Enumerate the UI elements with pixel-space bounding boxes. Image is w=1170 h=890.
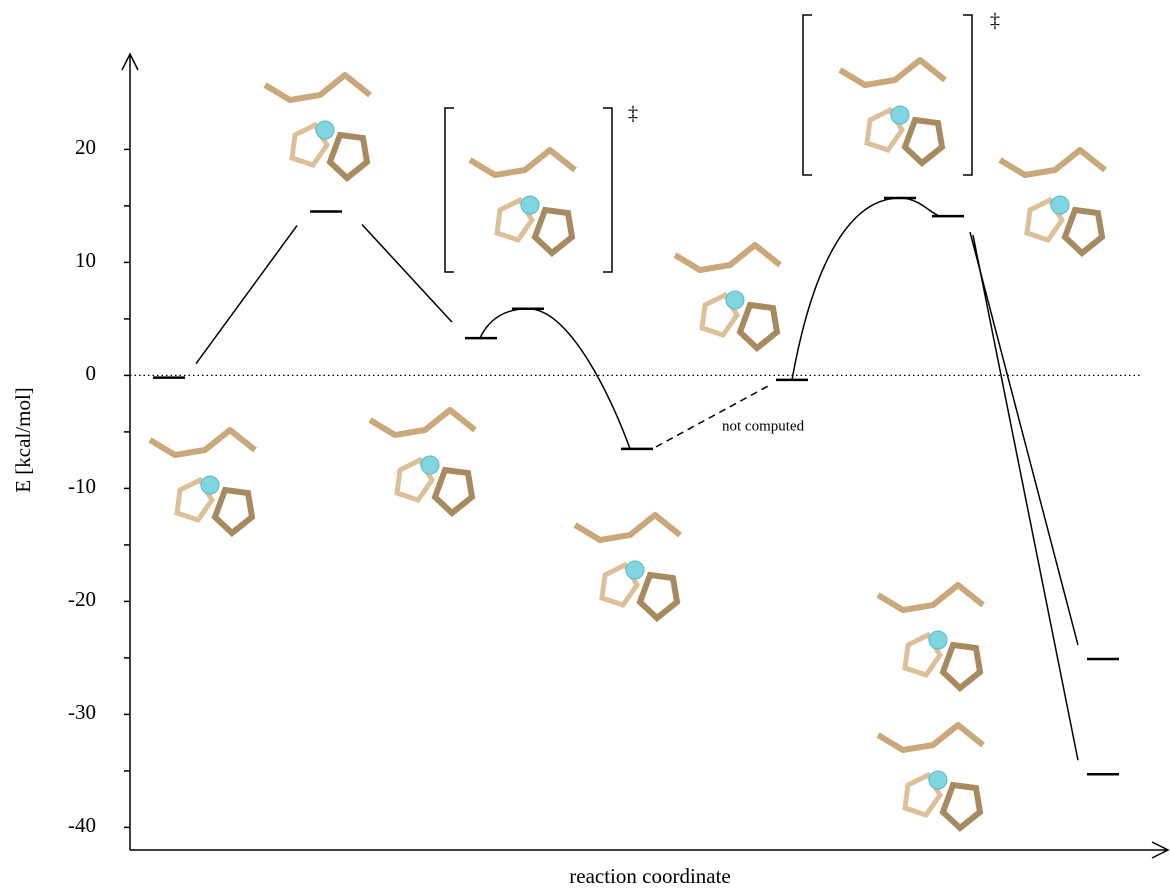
metal-atom <box>929 631 947 649</box>
molecule-ring <box>943 645 980 688</box>
y-tick-label: -20 <box>68 587 96 611</box>
metal-atom <box>929 771 947 789</box>
bracket <box>803 15 812 175</box>
axes <box>122 15 1168 858</box>
molecule-ring <box>943 785 980 828</box>
y-tick-label: -40 <box>68 813 96 837</box>
y-tick-label: 10 <box>75 248 96 272</box>
molecule <box>675 245 780 348</box>
connector <box>973 235 1078 760</box>
molecule <box>878 725 983 828</box>
y-tick-label: 20 <box>75 135 96 159</box>
molecule-chain <box>370 410 475 435</box>
metal-atom <box>421 456 439 474</box>
molecule-ring <box>740 305 777 348</box>
metal-atom <box>626 561 644 579</box>
y-tick-label: -10 <box>68 474 96 498</box>
molecule <box>840 60 945 163</box>
molecule <box>370 410 475 513</box>
molecule-ring <box>1065 210 1102 253</box>
molecule <box>150 430 255 533</box>
connector <box>792 198 940 380</box>
chart: E [kcal/mol] reaction coordinate not com… <box>0 0 1170 890</box>
molecule-ring <box>215 490 252 533</box>
connector <box>362 225 452 323</box>
y-tick-label: 0 <box>86 361 97 385</box>
molecule-chain <box>1000 150 1105 175</box>
molecule-chain <box>470 150 575 175</box>
molecule-chain <box>840 60 945 85</box>
connector <box>480 309 630 449</box>
metal-atom <box>891 106 909 124</box>
molecule-ring <box>640 575 677 618</box>
y-tick-label: -30 <box>68 700 96 724</box>
bracket <box>963 15 972 175</box>
metal-atom <box>201 476 219 494</box>
connector <box>970 232 1078 645</box>
annotation: not computed <box>722 418 805 434</box>
metal-atom <box>316 121 334 139</box>
molecule <box>575 515 680 618</box>
bracket <box>445 108 454 272</box>
molecule-chain <box>878 725 983 750</box>
metal-atom <box>1051 196 1069 214</box>
connector <box>656 384 772 447</box>
connector <box>196 226 297 364</box>
x-axis-label: reaction coordinate <box>569 864 731 888</box>
molecule <box>470 150 575 253</box>
molecule-chain <box>675 245 780 270</box>
molecule <box>1000 150 1105 253</box>
bracket <box>603 108 612 272</box>
ts-marker: ‡ <box>990 10 1000 32</box>
ts-marker: ‡ <box>628 103 638 125</box>
molecule-chain <box>575 515 680 540</box>
molecule-ring <box>535 210 572 253</box>
molecule-ring <box>330 135 367 178</box>
metal-atom <box>726 291 744 309</box>
molecule <box>878 585 983 688</box>
molecule-ring <box>435 470 472 513</box>
molecule-chain <box>878 585 983 610</box>
metal-atom <box>521 196 539 214</box>
y-axis-label: E [kcal/mol] <box>11 387 35 493</box>
molecule-chain <box>150 430 255 455</box>
molecule <box>265 75 370 178</box>
molecule-chain <box>265 75 370 100</box>
molecule-ring <box>905 120 942 163</box>
